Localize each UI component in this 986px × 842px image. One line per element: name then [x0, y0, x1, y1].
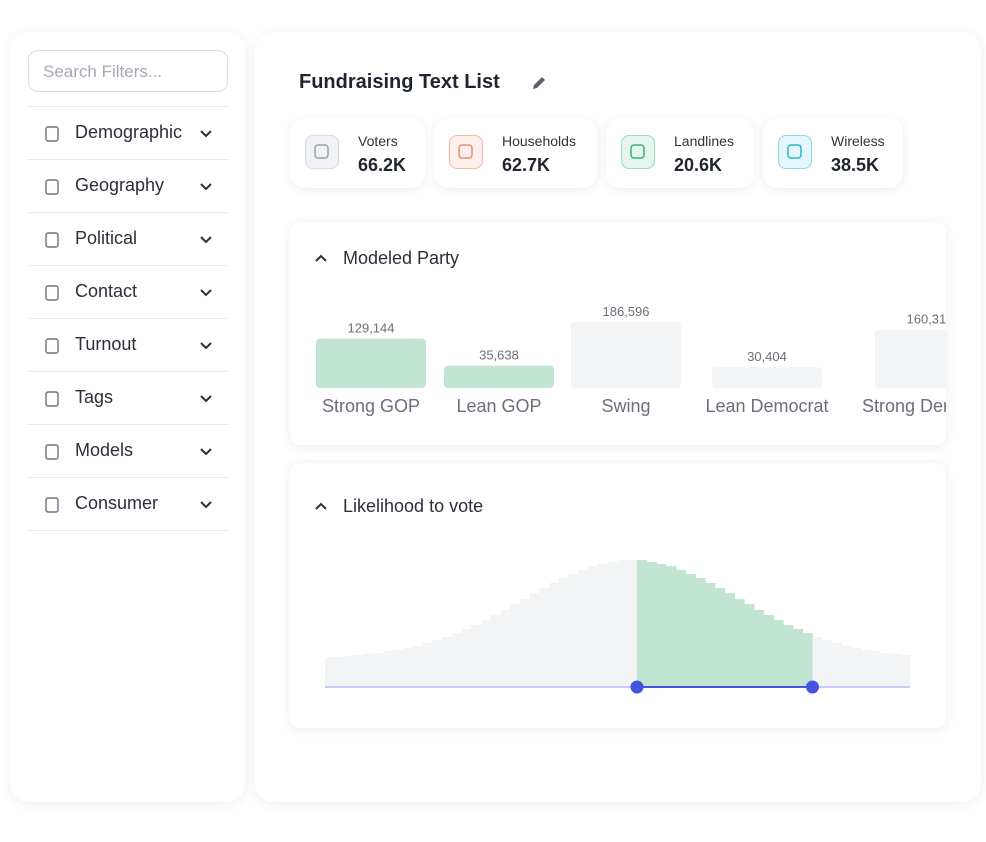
stat-label: Wireless: [831, 133, 885, 149]
filter-icon: [45, 338, 59, 354]
divider: [27, 530, 229, 531]
filter-label: Political: [75, 228, 138, 248]
filter-label: Demographic: [75, 122, 183, 142]
stat-icon: [778, 135, 812, 169]
expand-icon: [200, 342, 212, 350]
expand-icon: [200, 289, 212, 297]
filter-row[interactable]: Political: [27, 212, 229, 265]
stat-value: 38.5K: [831, 155, 880, 175]
stat-icon: [305, 135, 339, 169]
icon-glyph: [630, 144, 645, 159]
stat-value: 66.2K: [358, 155, 407, 175]
filter-icon: [45, 444, 59, 460]
filter-row[interactable]: Contact: [27, 265, 229, 318]
stat-card: Households 62.7K: [434, 118, 597, 188]
stat-value: 20.6K: [674, 155, 723, 175]
icon-glyph: [314, 144, 329, 159]
stat-label: Households: [502, 133, 576, 149]
filter-label: Contact: [75, 281, 138, 301]
filter-icon: [45, 179, 59, 195]
stat-icon: [621, 135, 655, 169]
stat-label: Voters: [358, 133, 398, 149]
stat-card: Voters 66.2K: [290, 118, 425, 188]
filter-label: Tags: [75, 387, 114, 407]
stat-value: 62.7K: [502, 155, 551, 175]
filter-row[interactable]: Tags: [27, 371, 229, 424]
filter-row[interactable]: Geography: [27, 159, 229, 212]
filter-row[interactable]: Turnout: [27, 318, 229, 371]
likelihood-panel: Likelihood to vote: [290, 463, 946, 728]
expand-icon: [200, 130, 212, 138]
collapse-icon[interactable]: [314, 499, 328, 513]
stat-card: Wireless 38.5K: [763, 118, 903, 188]
filter-row[interactable]: Demographic: [27, 106, 229, 159]
edit-icon[interactable]: [530, 74, 548, 92]
list-title: Fundraising Text List: [299, 71, 500, 93]
stat-card: Landlines 20.6K: [606, 118, 754, 188]
filter-icon: [45, 391, 59, 407]
collapse-icon[interactable]: [314, 251, 328, 265]
filter-label: Geography: [75, 175, 165, 195]
filter-icon: [45, 285, 59, 301]
expand-icon: [200, 395, 212, 403]
filter-label: Turnout: [75, 334, 137, 354]
filter-icon: [45, 126, 59, 142]
filter-sidebar: Search Filters... Demographic Geography Po…: [10, 32, 245, 802]
icon-glyph: [787, 144, 802, 159]
filter-label: Models: [75, 440, 134, 460]
expand-icon: [200, 183, 212, 191]
filter-icon: [45, 232, 59, 248]
icon-glyph: [458, 144, 473, 159]
panel-title: Likelihood to vote: [343, 496, 484, 516]
filter-label: Consumer: [75, 493, 159, 513]
stat-label: Landlines: [674, 133, 734, 149]
stat-icon: [449, 135, 483, 169]
filter-icon: [45, 497, 59, 513]
panel-title: Modeled Party: [343, 248, 460, 268]
expand-icon: [200, 501, 212, 509]
filter-row[interactable]: Models: [27, 424, 229, 477]
search-input[interactable]: Search Filters...: [28, 50, 228, 92]
filter-row[interactable]: Consumer: [27, 477, 229, 530]
expand-icon: [200, 448, 212, 456]
modeled-party-panel: Modeled Party: [290, 222, 946, 445]
expand-icon: [200, 236, 212, 244]
